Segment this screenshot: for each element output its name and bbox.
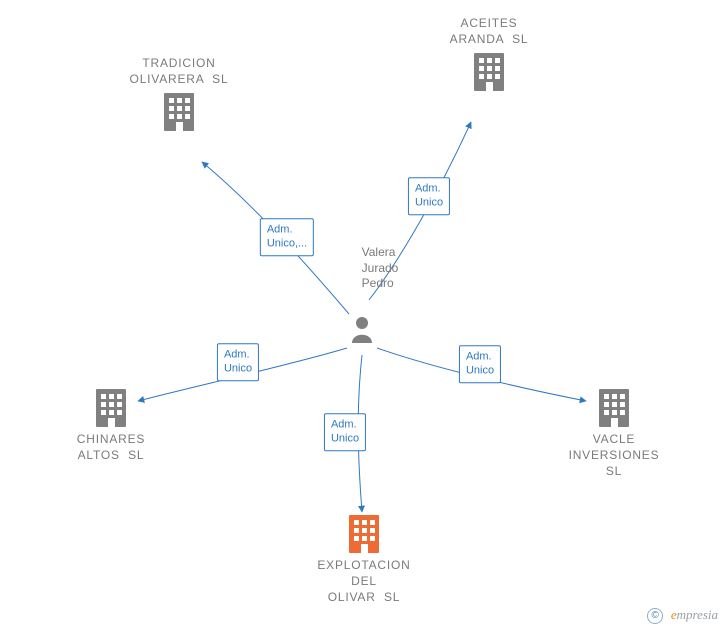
building-icon-explotacion (349, 515, 379, 553)
edge-label-explotacion: Adm. Unico (324, 413, 366, 451)
center-person-label: Valera Jurado Pedro (362, 245, 399, 292)
company-label-vacle: VACLE INVERSIONES SL (569, 431, 660, 480)
person-icon (352, 317, 372, 343)
company-label-chinares: CHINARES ALTOS SL (77, 431, 145, 463)
copyright-symbol: © (647, 608, 663, 624)
company-label-explotacion: EXPLOTACION DEL OLIVAR SL (317, 557, 410, 606)
company-label-tradicion: TRADICION OLIVARERA SL (130, 55, 229, 87)
edge-label-chinares: Adm. Unico (217, 343, 259, 381)
watermark-brand-rest: mpresia (677, 607, 718, 622)
company-label-aceites: ACEITES ARANDA SL (450, 15, 529, 47)
building-icon-aceites (474, 53, 504, 91)
diagram-canvas (0, 0, 728, 630)
building-icon-chinares (96, 389, 126, 427)
edge-label-vacle: Adm. Unico (459, 345, 501, 383)
edge-label-tradicion: Adm. Unico,... (260, 218, 314, 256)
building-icon-vacle (599, 389, 629, 427)
watermark: © empresia (647, 607, 718, 624)
edge-label-aceites: Adm. Unico (408, 177, 450, 215)
building-icon-tradicion (164, 93, 194, 131)
